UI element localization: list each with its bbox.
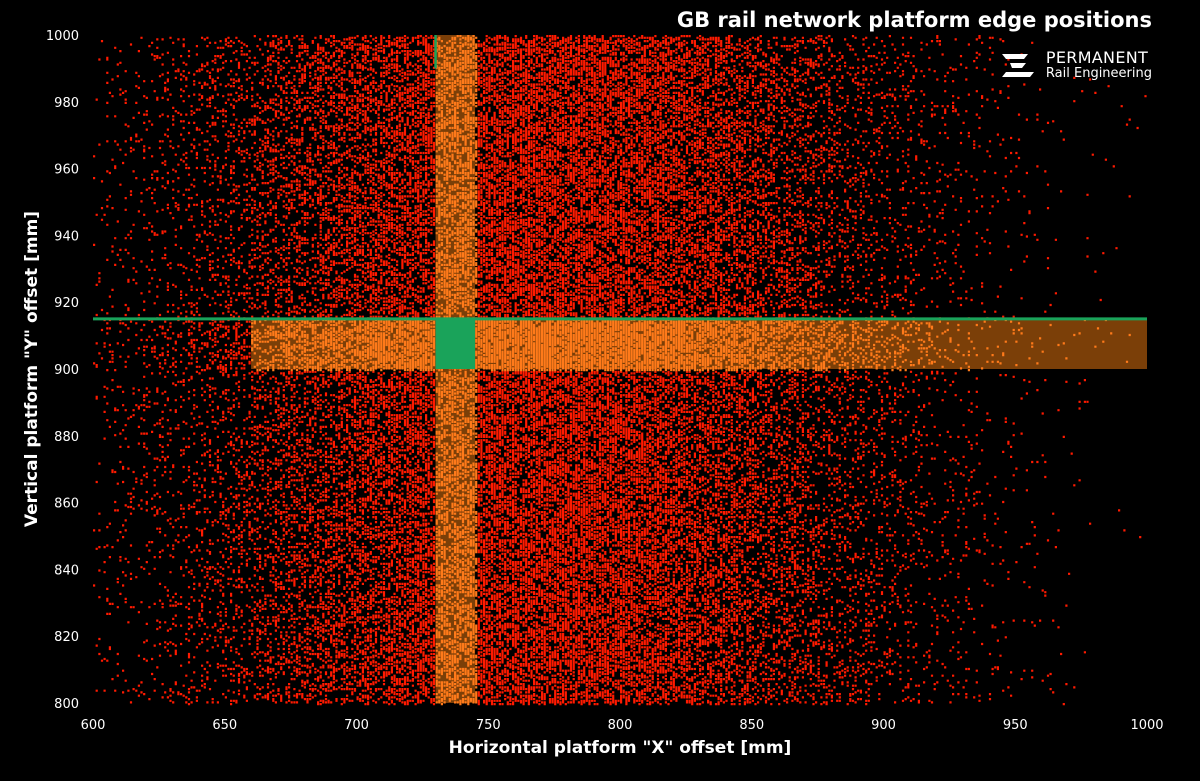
y-tick-label: 860 — [54, 497, 79, 512]
y-tick-label: 960 — [54, 163, 79, 178]
reference-lines — [93, 35, 1147, 369]
y-tick-label: 980 — [54, 96, 79, 111]
y-tick-label: 920 — [54, 296, 79, 311]
rail-logo-icon — [1001, 54, 1034, 77]
x-tick-label: 850 — [739, 718, 764, 733]
y-tick-label: 800 — [54, 697, 79, 712]
x-tick-label: 800 — [608, 718, 633, 733]
x-tick-label: 1000 — [1130, 718, 1163, 733]
x-tick-label: 700 — [344, 718, 369, 733]
x-tick-label: 900 — [871, 718, 896, 733]
chart-title: GB rail network platform edge positions — [676, 8, 1152, 32]
y-tick-label: 1000 — [46, 29, 79, 44]
y-tick-label: 900 — [54, 363, 79, 378]
y-axis-ticks: 800 820 840 860 880 900 920 940 960 980 1000 — [46, 29, 79, 712]
y-tick-label: 880 — [54, 430, 79, 445]
x-tick-label: 650 — [212, 718, 237, 733]
scatter-points-red — [93, 35, 1147, 706]
scatter-points-in-band — [251, 35, 1131, 706]
compliant-zone — [435, 318, 476, 369]
x-tick-label: 950 — [1003, 718, 1028, 733]
company-logo: PERMANENT Rail Engineering — [998, 50, 1152, 82]
x-axis-label: Horizontal platform "X" offset [mm] — [448, 738, 792, 758]
x-tick-label: 750 — [476, 718, 501, 733]
x-tick-label: 600 — [81, 718, 106, 733]
x-axis-ticks: 600 650 700 750 800 850 900 950 1000 — [81, 718, 1164, 733]
y-axis-label: Vertical platform "Y" offset [mm] — [22, 210, 42, 528]
scatter-points — [93, 35, 1147, 706]
logo-text-rail-engineering: Rail Engineering — [1045, 66, 1152, 81]
y-tick-label: 820 — [54, 630, 79, 645]
y-tick-label: 940 — [54, 229, 79, 244]
y-tick-label: 840 — [54, 563, 79, 578]
logo-text-permanent: PERMANENT — [1045, 48, 1149, 67]
